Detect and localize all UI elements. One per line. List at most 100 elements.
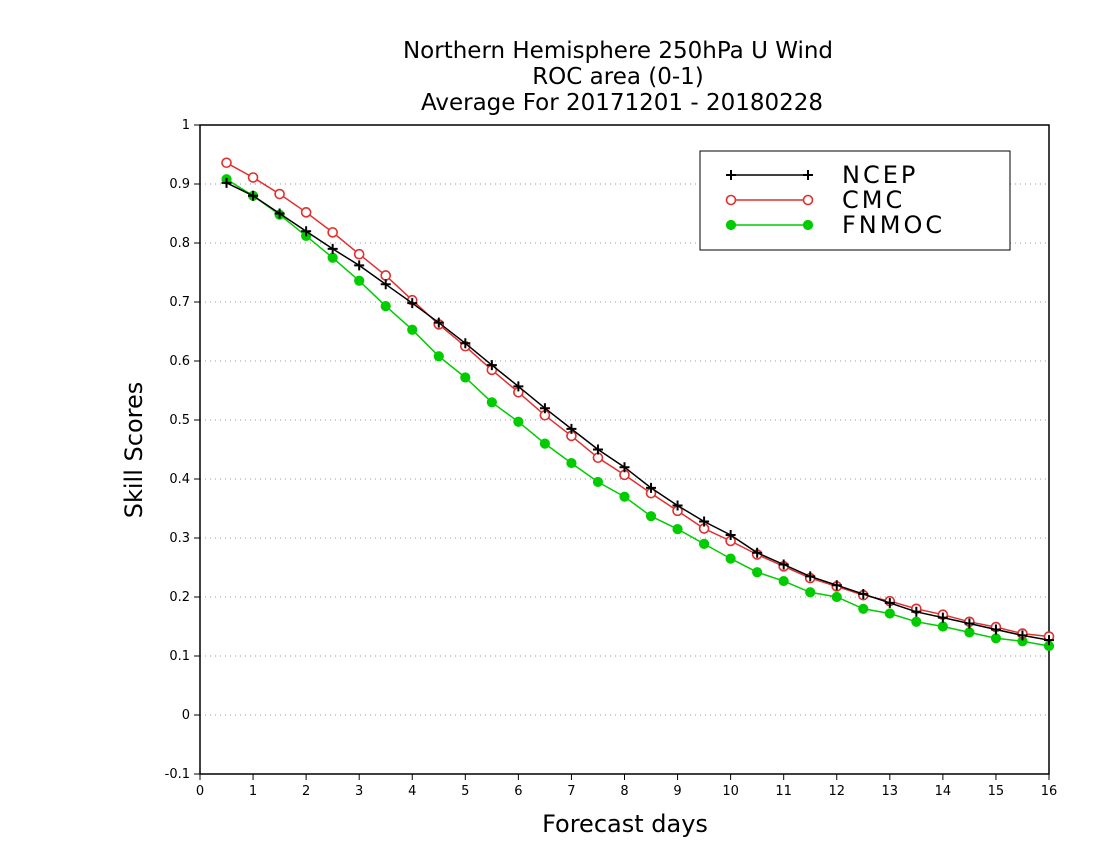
x-tick-label: 3: [355, 784, 363, 799]
data-point-cmc: [221, 157, 232, 169]
x-tick-label: 0: [196, 784, 204, 799]
y-tick-label: 0.2: [169, 590, 190, 605]
data-point-ncep: [964, 618, 975, 629]
data-point-ncep: [248, 190, 259, 201]
x-tick-label: 10: [722, 784, 739, 799]
x-tick-label: 12: [828, 784, 845, 799]
data-point-fnmoc: [354, 275, 365, 286]
data-point-fnmoc: [592, 476, 604, 488]
data-point-cmc: [300, 207, 312, 218]
data-point-ncep: [778, 559, 789, 570]
data-point-fnmoc: [911, 616, 922, 627]
x-tick-label: 16: [1041, 784, 1058, 799]
x-tick-label: 7: [567, 784, 575, 799]
data-point-ncep: [858, 589, 869, 600]
data-point-fnmoc: [433, 351, 444, 362]
data-point-cmc: [353, 248, 365, 260]
series-ncep: [221, 177, 1054, 646]
legend-marker-ncep: [803, 170, 813, 180]
data-point-ncep: [646, 482, 657, 493]
x-tick-label: 14: [935, 784, 952, 799]
x-axis: 0 1 2 3 4 5 6 7 8 9 10 11 12 13 14 15 16: [196, 774, 1057, 799]
data-point-fnmoc: [725, 553, 736, 564]
data-point-ncep: [354, 260, 365, 271]
data-point-ncep: [592, 444, 603, 455]
x-tick-label: 1: [249, 784, 257, 799]
data-point-ncep: [937, 612, 948, 623]
data-point-fnmoc: [672, 524, 683, 535]
data-point-fnmoc: [327, 252, 338, 263]
grid: [200, 183, 1049, 716]
legend-marker-fnmoc: [802, 219, 814, 231]
data-point-ncep: [433, 317, 444, 328]
data-point-fnmoc: [566, 457, 577, 469]
y-axis-label: Skill Scores: [120, 382, 148, 519]
data-point-fnmoc: [752, 567, 763, 578]
data-point-ncep: [699, 516, 710, 527]
y-tick-label: 1: [182, 118, 190, 133]
data-point-ncep: [460, 338, 471, 349]
data-point-fnmoc: [460, 372, 471, 383]
data-point-fnmoc: [539, 438, 551, 449]
data-point-fnmoc: [486, 397, 497, 408]
x-tick-label: 8: [620, 784, 628, 799]
data-point-ncep: [513, 381, 524, 392]
data-point-fnmoc: [513, 416, 524, 427]
x-tick-label: 5: [461, 784, 469, 799]
data-point-fnmoc: [380, 301, 391, 312]
legend-label-fnmoc: FNMOC: [842, 211, 945, 239]
y-axis: 1 0.9 0.8 0.7 0.6 0.5 0.4 0.3 0.2 0.1 0 -0.1: [165, 118, 200, 782]
x-tick-label: 9: [673, 784, 681, 799]
series-layer: [221, 157, 1055, 652]
data-point-ncep: [1044, 635, 1054, 646]
title-line-3: Average For 20171201 - 20180228: [421, 90, 823, 116]
data-point-ncep: [619, 462, 630, 473]
x-tick-label: 11: [775, 784, 792, 799]
legend-marker-cmc: [725, 194, 737, 206]
data-point-fnmoc: [964, 627, 975, 638]
data-point-ncep: [672, 500, 683, 511]
y-tick-label: 0.8: [169, 236, 190, 251]
data-point-cmc: [592, 452, 604, 464]
legend-marker-ncep: [726, 170, 736, 180]
data-point-ncep: [274, 208, 285, 219]
y-tick-label: 0.3: [169, 531, 190, 546]
data-point-ncep: [327, 243, 338, 254]
plot-frame: [199, 124, 1050, 775]
data-point-fnmoc: [937, 621, 948, 632]
title-line-2: ROC area (0-1): [532, 64, 704, 90]
data-point-ncep: [805, 571, 816, 582]
data-point-cmc: [247, 172, 259, 183]
chart-title: Northern Hemisphere 250hPa U Wind ROC ar…: [403, 38, 833, 116]
data-point-ncep: [539, 403, 550, 414]
data-point-ncep: [566, 423, 577, 434]
series-line-ncep: [226, 182, 1050, 641]
data-point-fnmoc: [778, 575, 789, 587]
x-axis-label: Forecast days: [542, 810, 708, 838]
y-tick-label: 0.6: [169, 354, 190, 369]
data-point-fnmoc: [645, 511, 657, 522]
data-point-ncep: [884, 597, 895, 608]
legend-label-ncep: NCEP: [842, 161, 918, 189]
y-tick-label: 0.9: [169, 177, 190, 192]
y-tick-label: 0.5: [169, 413, 190, 428]
x-tick-label: 2: [302, 784, 310, 799]
data-point-ncep: [911, 606, 922, 617]
data-point-ncep: [380, 279, 391, 290]
x-tick-label: 4: [408, 784, 416, 799]
data-point-ncep: [486, 360, 497, 371]
data-point-fnmoc: [831, 591, 842, 603]
y-tick-label: 0.4: [169, 472, 190, 487]
data-point-ncep: [407, 298, 418, 309]
legend-marker-fnmoc: [725, 219, 737, 231]
y-tick-label: -0.1: [165, 767, 190, 782]
legend-marker-cmc: [802, 194, 814, 206]
data-point-fnmoc: [990, 633, 1002, 644]
data-point-fnmoc: [619, 491, 630, 502]
data-point-ncep: [831, 580, 842, 591]
data-point-fnmoc: [858, 603, 869, 614]
x-tick-label: 6: [514, 784, 522, 799]
y-tick-label: 0.7: [169, 295, 190, 310]
